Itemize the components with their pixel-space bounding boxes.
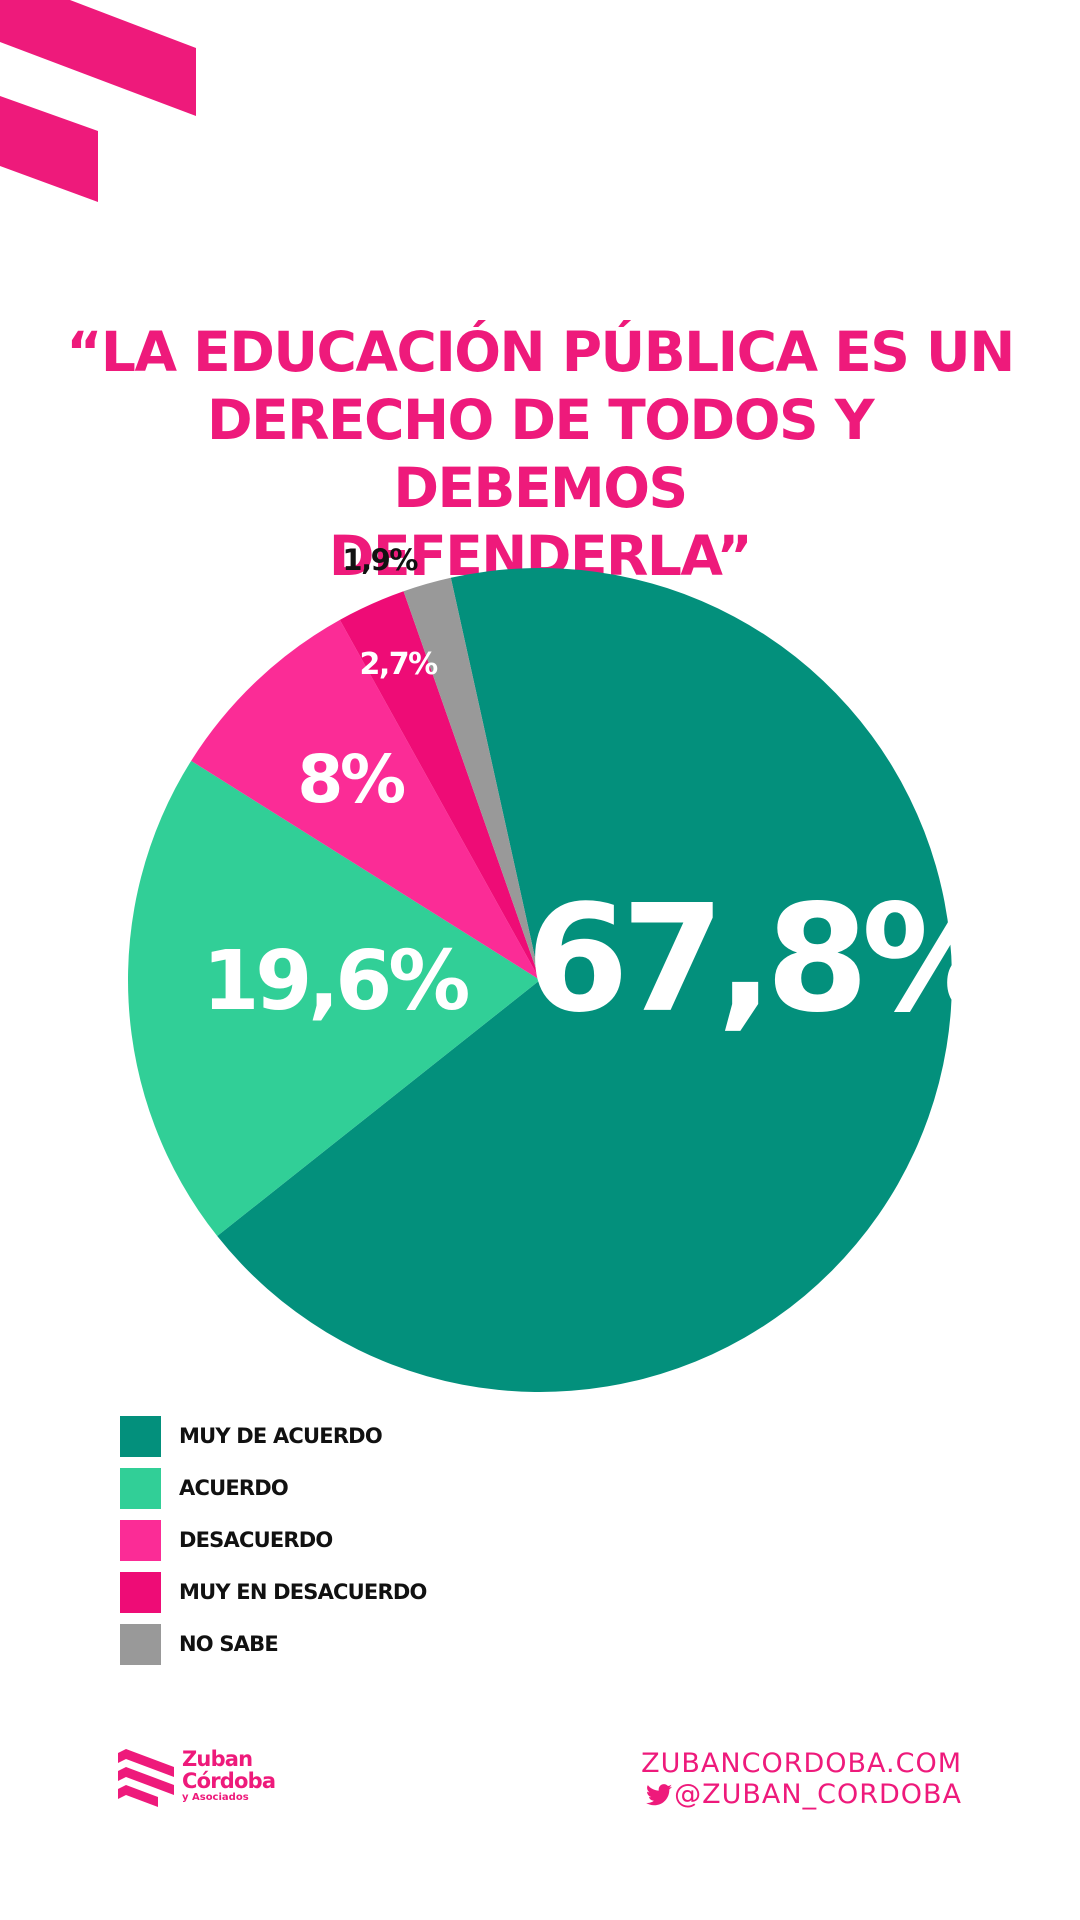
brand-name-line2: Córdoba: [182, 1769, 276, 1793]
legend-label: NO SABE: [179, 1632, 279, 1656]
data-label-desacuerdo: 8%: [297, 741, 405, 818]
legend-label: MUY DE ACUERDO: [179, 1424, 383, 1448]
legend-item-muy-en-desacuerdo: MUY EN DESACUERDO: [120, 1566, 427, 1618]
brand-tagline: y Asociados: [182, 1792, 249, 1803]
pie-slice-muy-de-acuerdo: [217, 568, 953, 1392]
data-label-muy-de-acuerdo: 67,8%: [526, 873, 1006, 1045]
legend-label: DESACUERDO: [179, 1528, 333, 1552]
legend-item-desacuerdo: DESACUERDO: [120, 1514, 427, 1566]
pie-chart: 67,8% 19,6% 8% 2,7% 1,9%: [127, 543, 1013, 1392]
pie-slice-acuerdo: [127, 760, 541, 1237]
twitter-bird-icon: [646, 1783, 673, 1805]
brand-name-line1: Zuban: [182, 1747, 253, 1771]
pie-slice-desacuerdo: [191, 619, 540, 980]
contact-info: ZUBANCORDOBA.COM @ZUBAN_CORDOBA: [641, 1748, 962, 1810]
brand-logo-block: Zuban Córdoba y Asociados: [118, 1745, 276, 1807]
legend-swatch: [120, 1623, 161, 1665]
website-link[interactable]: ZUBANCORDOBA.COM: [641, 1748, 962, 1779]
data-label-no-sabe: 1,9%: [342, 543, 418, 577]
corner-stripes-decoration: [0, 0, 196, 202]
twitter-handle-link[interactable]: @ZUBAN_CORDOBA: [674, 1779, 962, 1810]
chart-title: “LA EDUCACIÓN PÚBLICA ES UN DERECHO DE T…: [66, 320, 1015, 588]
data-label-muy-en-desacuerdo: 2,7%: [360, 647, 439, 682]
legend-item-no-sabe: NO SABE: [120, 1618, 427, 1670]
zuban-stripes-logo-icon: [118, 1749, 174, 1807]
legend-swatch: [120, 1519, 161, 1561]
legend-item-acuerdo: ACUERDO: [120, 1462, 427, 1514]
pie-slice-muy-en-desacuerdo: [339, 591, 540, 980]
data-label-acuerdo: 19,6%: [202, 934, 468, 1029]
legend-swatch: [120, 1571, 161, 1613]
chart-legend: MUY DE ACUERDO ACUERDO DESACUERDO MUY EN DE…: [120, 1410, 427, 1670]
legend-swatch: [120, 1415, 161, 1457]
legend-item-muy-de-acuerdo: MUY DE ACUERDO: [120, 1410, 427, 1462]
legend-label: MUY EN DESACUERDO: [179, 1580, 427, 1604]
pie-slice-no-sabe: [403, 577, 540, 980]
legend-label: ACUERDO: [179, 1476, 289, 1500]
legend-swatch: [120, 1467, 161, 1509]
